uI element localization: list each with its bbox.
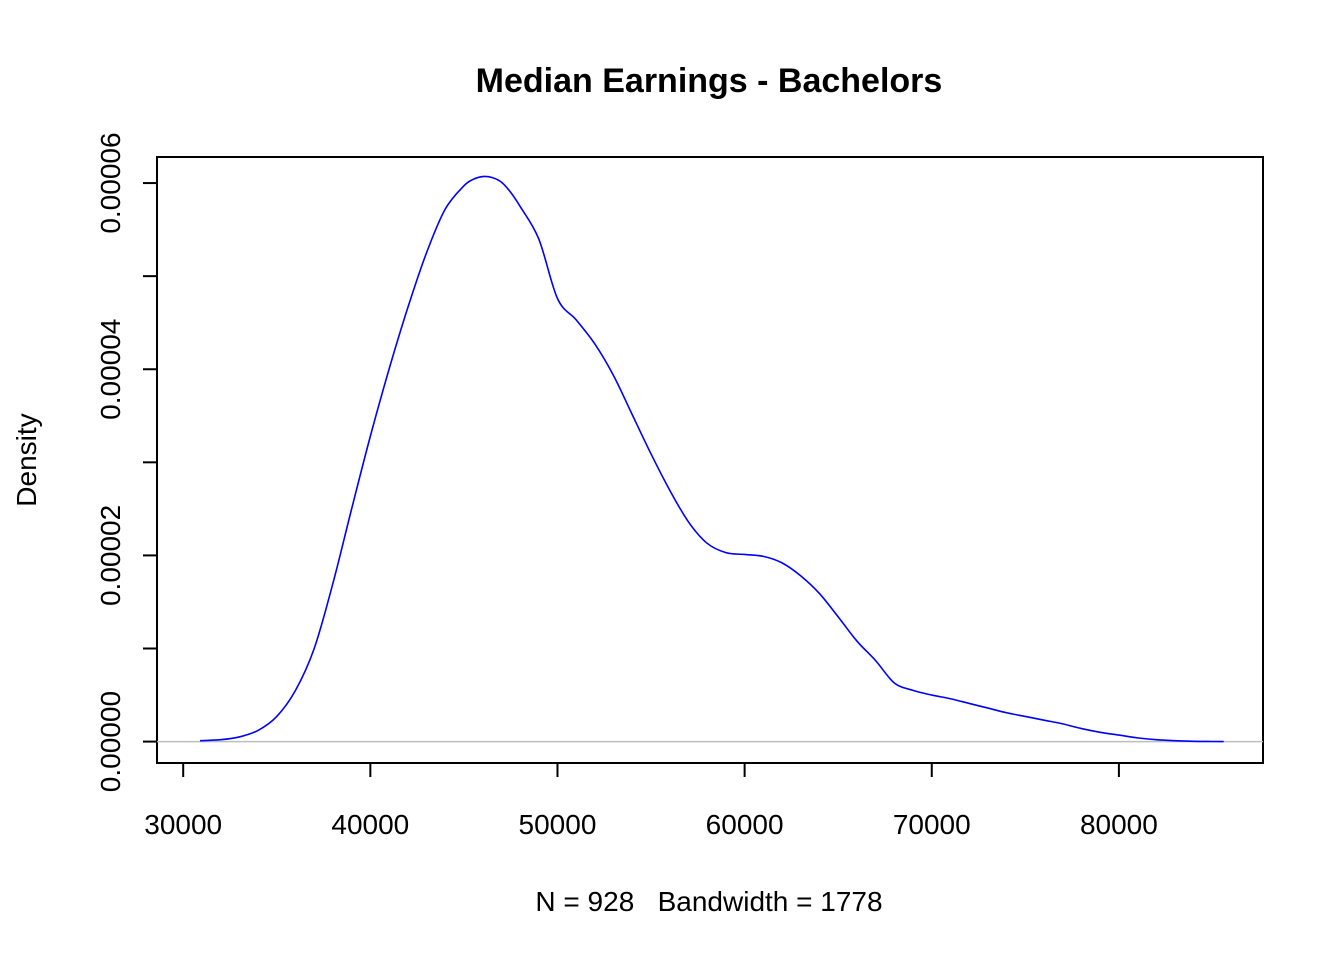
y-tick-label: 0.00000 (95, 691, 126, 792)
x-tick-label: 60000 (706, 809, 784, 840)
y-tick-label: 0.00004 (95, 319, 126, 420)
chart-title: Median Earnings - Bachelors (476, 62, 943, 100)
y-axis: 0.00000 0.00002 0.00004 0.00006 (95, 132, 157, 792)
x-tick-label: 40000 (331, 809, 409, 840)
plot-frame (156, 156, 1264, 764)
x-tick-label: 30000 (144, 809, 222, 840)
x-tick-label: 80000 (1080, 809, 1158, 840)
x-tick-label: 70000 (893, 809, 971, 840)
density-curve (200, 175, 1224, 743)
y-tick-label: 0.00006 (95, 132, 126, 233)
x-axis-label: N = 928 Bandwidth = 1778 (535, 886, 882, 917)
x-axis: 30000 40000 50000 60000 70000 80000 (144, 763, 1158, 840)
y-tick-label: 0.00002 (95, 505, 126, 606)
y-axis-label: Density (11, 413, 42, 506)
x-tick-label: 50000 (519, 809, 597, 840)
series-layer (200, 175, 1224, 743)
